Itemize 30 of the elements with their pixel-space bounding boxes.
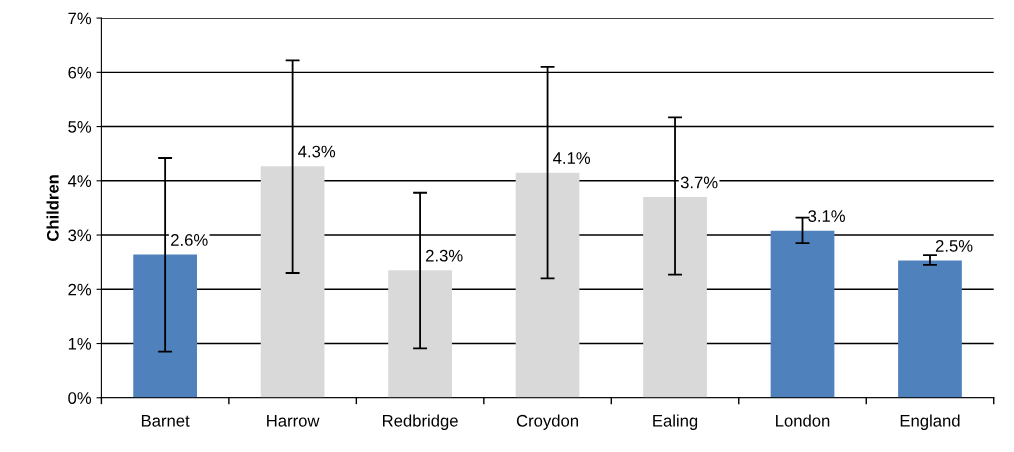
y-tick-label: 6% [68, 66, 92, 79]
y-tick-label: 1% [68, 337, 92, 350]
x-tick-label: London [776, 414, 830, 427]
bar [260, 166, 325, 398]
bar [898, 260, 962, 398]
x-tick-label: Redbridge [383, 414, 458, 430]
bar [770, 230, 835, 398]
x-tick-label: England [900, 414, 960, 430]
y-tick-label: 2% [68, 283, 92, 296]
y-tick-label: 4% [67, 175, 92, 187]
x-tick-label: Croydon [516, 414, 578, 430]
x-tick-label: Ealing [653, 414, 698, 430]
y-tick-label: 0% [68, 392, 92, 404]
bar [515, 172, 580, 398]
data-label: 3.1% [808, 210, 845, 222]
data-label: 2.3% [426, 249, 463, 262]
y-tick-label: 5% [68, 121, 92, 133]
y-tick-label: 3% [68, 229, 92, 242]
y-tick-label: 7% [68, 12, 92, 25]
y-axis-title: Children [46, 175, 59, 242]
data-label: 4.3% [298, 145, 336, 158]
bar [643, 197, 707, 398]
x-tick-label: Barnet [141, 415, 190, 427]
bar [133, 254, 198, 398]
data-label: 2.6% [171, 234, 208, 246]
bar [388, 270, 452, 398]
data-label: 4.1% [553, 152, 591, 164]
x-tick-label: Harrow [267, 415, 320, 427]
data-label: 3.7% [680, 176, 718, 189]
data-label: 2.5% [935, 240, 973, 252]
